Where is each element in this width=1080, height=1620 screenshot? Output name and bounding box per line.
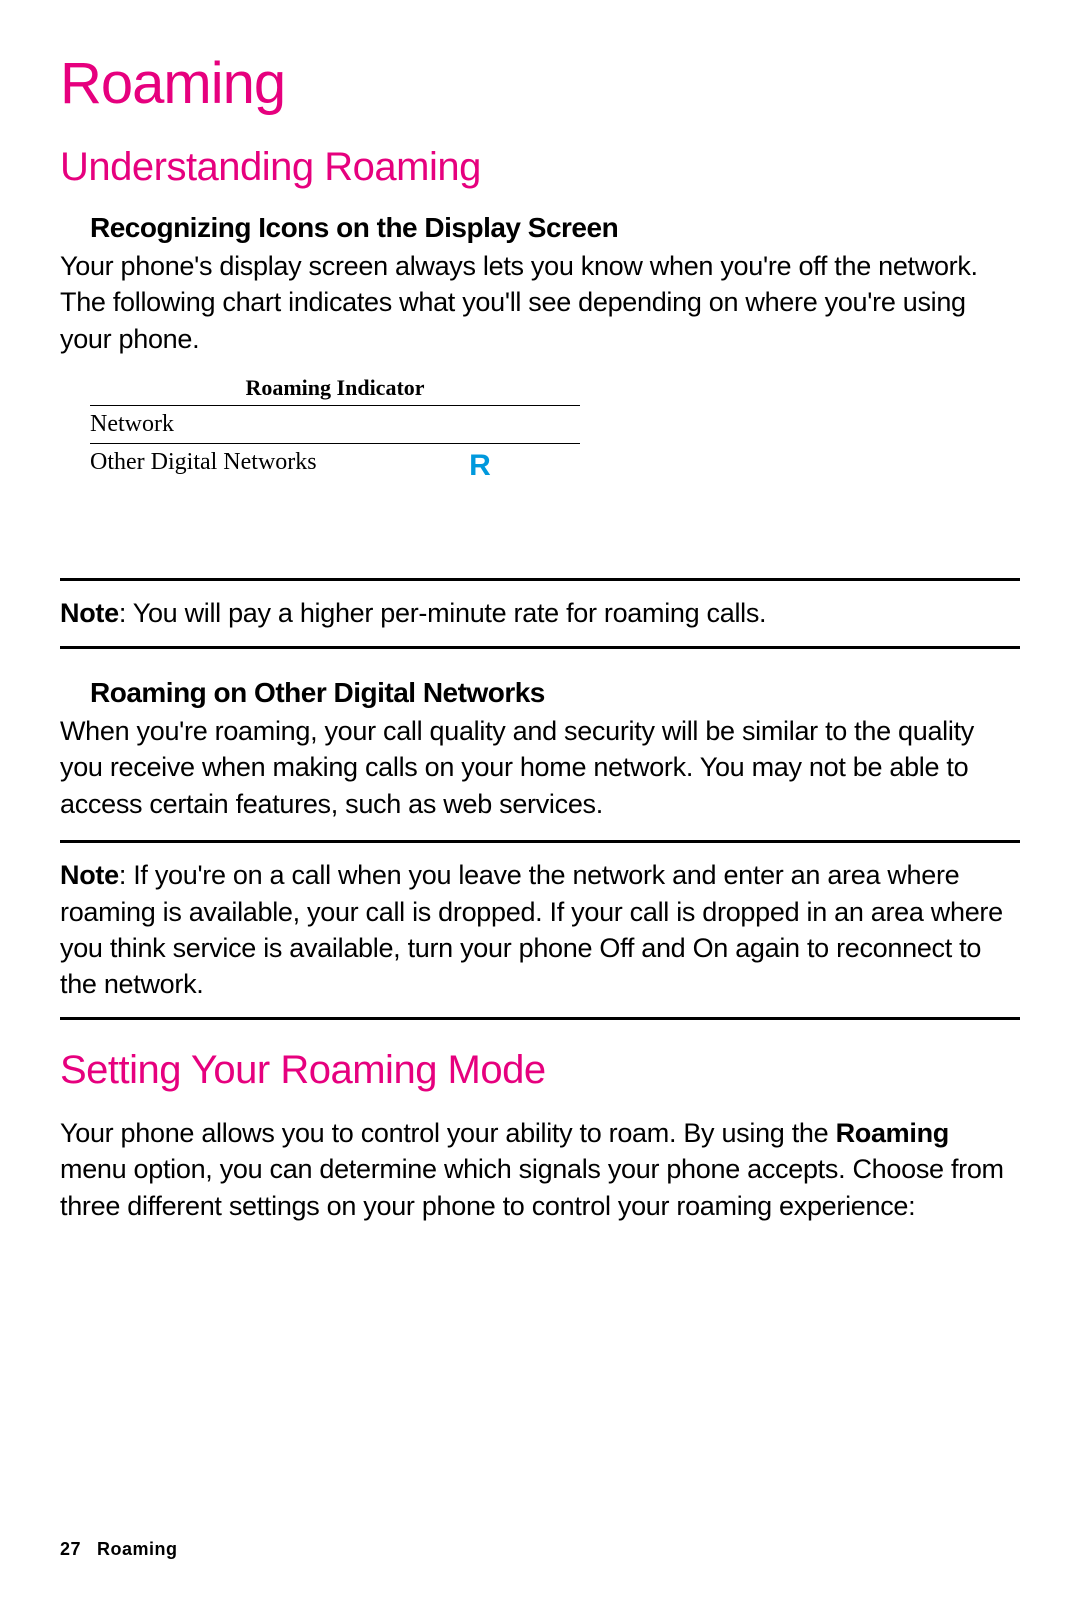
table-cell-icon: R xyxy=(380,444,580,488)
body-roaming-other-networks: When you're roaming, your call quality a… xyxy=(60,713,1020,822)
table-header: Roaming Indicator xyxy=(90,375,580,405)
table-cell-label: Network xyxy=(90,406,380,443)
table-cell-label: Other Digital Networks xyxy=(90,444,380,488)
body-bold-roaming: Roaming xyxy=(836,1118,949,1148)
note-body: : You will pay a higher per-minute rate … xyxy=(119,598,766,628)
body-post: menu option, you can determine which sig… xyxy=(60,1154,1004,1220)
note-text: Note: If you're on a call when you leave… xyxy=(60,857,1020,1003)
footer-page-number: 27 xyxy=(60,1539,81,1559)
body-recognizing-icons: Your phone's display screen always lets … xyxy=(60,248,1020,357)
note-block-call-dropped: Note: If you're on a call when you leave… xyxy=(60,840,1020,1020)
note-block-rate: Note: You will pay a higher per-minute r… xyxy=(60,578,1020,648)
note-body: : If you're on a call when you leave the… xyxy=(60,860,1003,999)
body-setting-mode: Your phone allows you to control your ab… xyxy=(60,1115,1020,1224)
page-title: Roaming xyxy=(60,50,1020,117)
note-text: Note: You will pay a higher per-minute r… xyxy=(60,595,1020,631)
section-heading-understanding: Understanding Roaming xyxy=(60,145,1020,190)
table-cell-icon xyxy=(380,406,580,443)
footer-section-name: Roaming xyxy=(97,1539,178,1559)
roaming-r-icon: R xyxy=(469,449,491,483)
note-label: Note xyxy=(60,598,119,628)
table-row: Network xyxy=(90,405,580,443)
body-pre: Your phone allows you to control your ab… xyxy=(60,1118,836,1148)
page-footer: 27 Roaming xyxy=(60,1539,178,1560)
table-row: Other Digital Networks R xyxy=(90,443,580,488)
roaming-indicator-table: Roaming Indicator Network Other Digital … xyxy=(90,375,1020,488)
section-heading-setting-mode: Setting Your Roaming Mode xyxy=(60,1048,1020,1093)
subsection-roaming-other-networks: Roaming on Other Digital Networks xyxy=(90,677,1020,709)
subsection-recognizing-icons: Recognizing Icons on the Display Screen xyxy=(90,212,1020,244)
note-label: Note xyxy=(60,860,119,890)
